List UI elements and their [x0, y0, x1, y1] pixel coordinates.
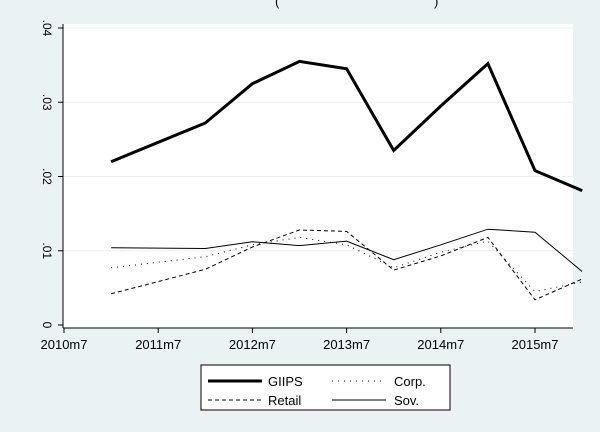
legend-label-sov: Sov.	[394, 393, 419, 408]
legend: GIIPS Corp. Retail Sov.	[200, 364, 451, 411]
chart-title-end: )	[434, 0, 438, 9]
x-ticks: 2010m7 2011m7 2012m7 2013m7 2014m7 2015m7	[41, 328, 559, 352]
y-tick-label: .02	[40, 168, 54, 185]
series-line-giips	[110, 59, 583, 192]
y-tick-label: .03	[40, 94, 54, 111]
x-tick-label: 2011m7	[135, 337, 181, 352]
series-lines	[110, 59, 583, 301]
y-tick-label: .01	[40, 242, 54, 259]
x-tick-label: 2014m7	[417, 337, 464, 352]
legend-label-corp: Corp.	[394, 374, 426, 389]
legend-label-giips: GIIPS	[268, 374, 303, 389]
legend-box	[200, 364, 451, 411]
y-tick-label: 0	[40, 322, 54, 329]
x-tick-label: 2010m7	[41, 337, 88, 352]
legend-label-retail: Retail	[268, 393, 301, 408]
chart-title: (	[275, 0, 280, 9]
gridlines	[63, 27, 573, 252]
x-tick-label: 2015m7	[512, 337, 559, 352]
x-tick-label: 2013m7	[323, 337, 370, 352]
y-tick-label: .04	[40, 20, 54, 37]
series-line-sov	[111, 228, 583, 272]
y-ticks: 0 .01 .02 .03 .04	[40, 20, 63, 329]
x-tick-label: 2012m7	[229, 337, 276, 352]
series-line-corp	[111, 236, 583, 293]
